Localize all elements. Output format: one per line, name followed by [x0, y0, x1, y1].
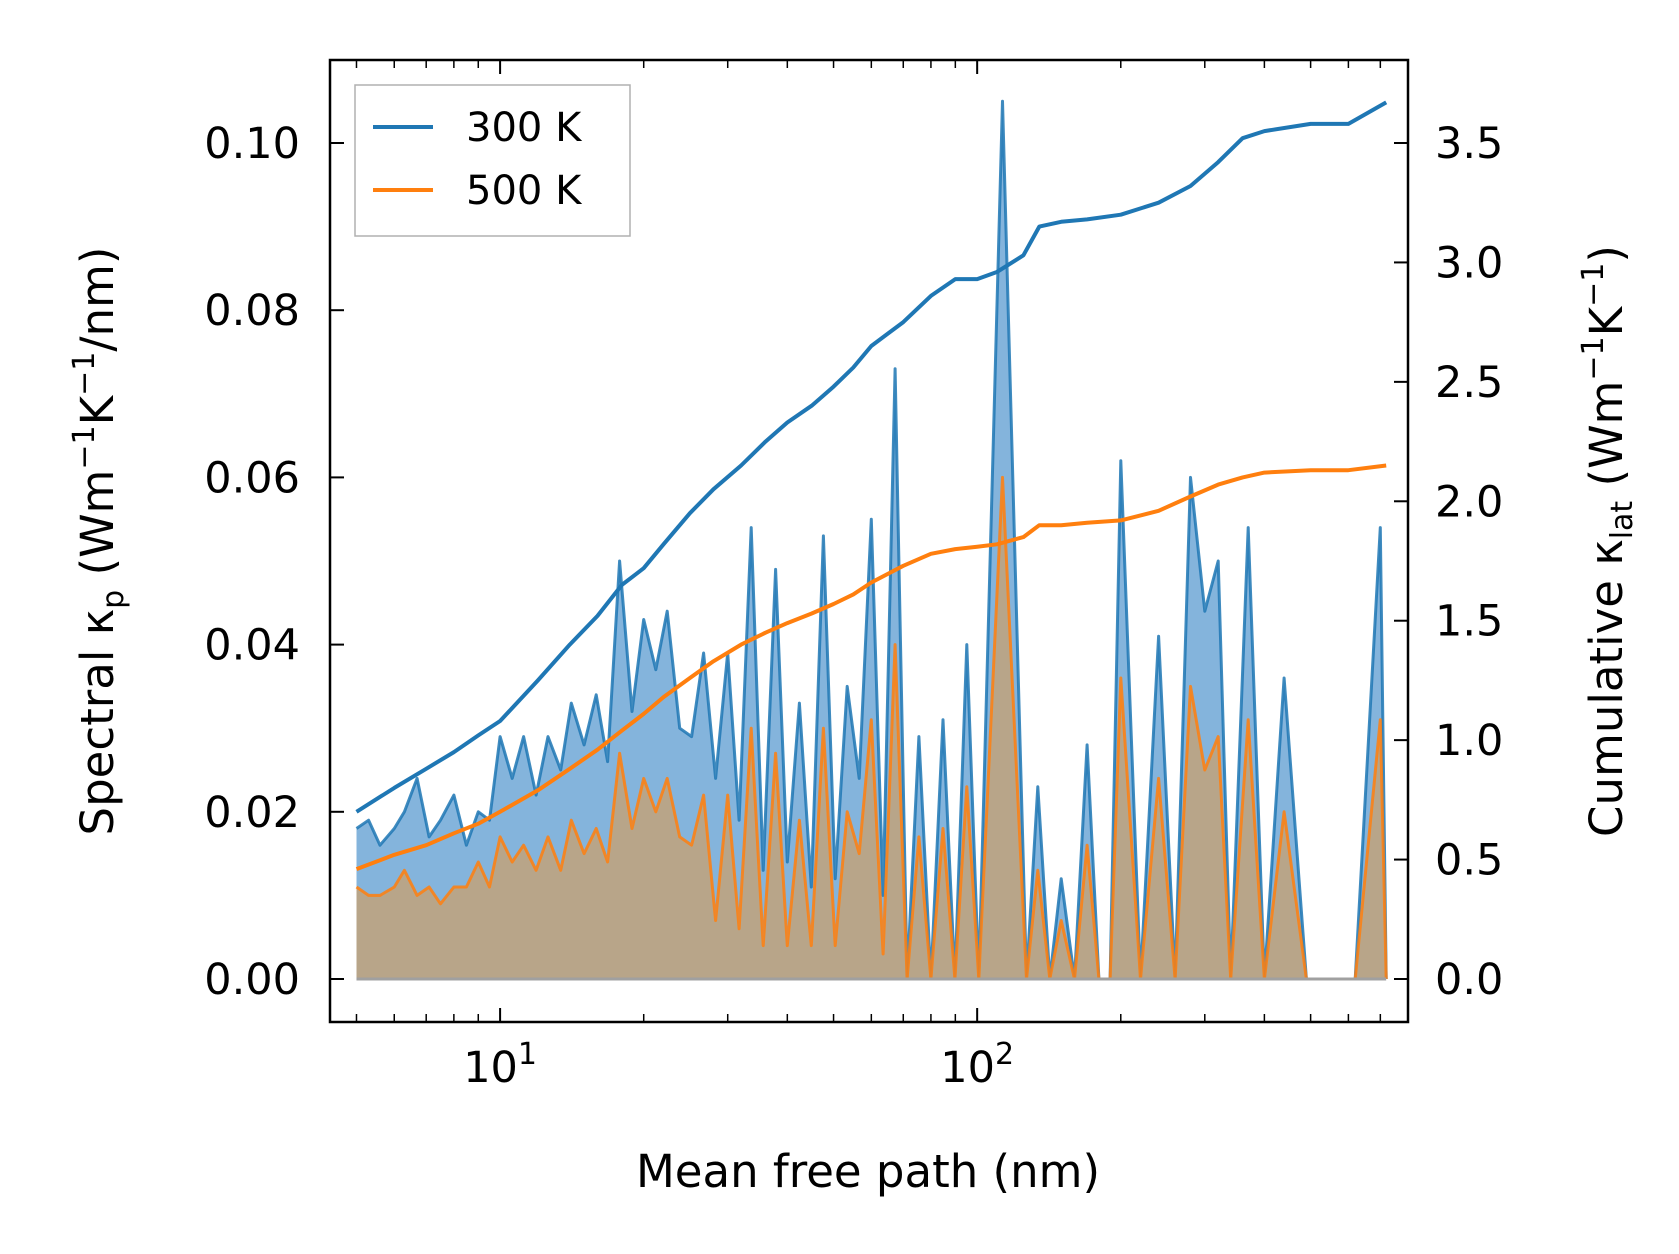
y-right-label-mid: K: [1580, 305, 1633, 336]
y-left-label-unit-close: /nm): [71, 247, 124, 352]
legend-label-500k: 500 K: [466, 168, 583, 214]
cumulative-line-500k: [355, 463, 1387, 871]
axis-ticks: 101 1020.000.020.040.060.080.100.00.51.01…: [204, 60, 1503, 1093]
y-right-tick-label: 0.0: [1435, 955, 1503, 1005]
spectral-areas: [355, 99, 1388, 981]
legend: 300 K 500 K: [354, 84, 631, 237]
y-right-label-sup1: −1: [1576, 336, 1611, 380]
y-right-tick-label: 2.5: [1435, 358, 1503, 408]
spectral-line-500k: [355, 475, 1388, 981]
legend-label-300k: 300 K: [466, 105, 583, 151]
cumulative-lines: [355, 100, 1388, 871]
x-axis-label: Mean free path (nm): [636, 1145, 1100, 1198]
legend-box: [354, 84, 631, 237]
spectral-line-300k: [355, 99, 1388, 981]
y-right-tick-label: 1.0: [1435, 716, 1503, 766]
y-axis-label-right: Cumulative κlat (Wm−1K−1): [1576, 245, 1640, 837]
y-left-tick-label: 0.08: [204, 286, 300, 336]
y-right-tick-label: 3.5: [1435, 119, 1503, 169]
x-tick-exponent: 1: [518, 1037, 537, 1072]
y-left-tick-label: 0.10: [204, 119, 300, 169]
y-left-label-unit-open: (Wm: [71, 470, 124, 590]
y-right-tick-label: 3.0: [1435, 238, 1503, 288]
y-right-tick-label: 0.5: [1435, 836, 1503, 886]
x-tick-exponent: 2: [995, 1037, 1014, 1072]
y-right-tick-label: 1.5: [1435, 597, 1503, 647]
y-left-tick-label: 0.00: [204, 955, 300, 1005]
y-left-tick-label: 0.02: [204, 788, 300, 838]
y-left-label-sup2: −1: [67, 352, 102, 396]
y-right-label-sub: lat: [1605, 501, 1640, 540]
y-right-label-unit-close: ): [1580, 245, 1633, 263]
cumulative-line-300k: [355, 100, 1388, 814]
y-right-label-main: Cumulative κ: [1580, 539, 1633, 837]
y-left-label-main: Spectral κ: [71, 609, 124, 836]
y-right-label-sup2: −1: [1576, 263, 1611, 307]
y-left-label-mid: K: [71, 394, 124, 425]
y-left-tick-label: 0.06: [204, 453, 300, 503]
y-left-label-sup1: −1: [67, 425, 102, 469]
x-tick-label: 101: [463, 1037, 537, 1093]
y-left-label-sub: p: [96, 590, 131, 609]
plot-frame: [328, 58, 1410, 1024]
y-right-label-unit-open: (Wm: [1580, 381, 1633, 501]
y-left-tick-label: 0.04: [204, 621, 300, 671]
x-tick-base: 10: [940, 1043, 995, 1093]
x-tick-label: 102: [940, 1037, 1014, 1093]
y-right-tick-label: 2.0: [1435, 477, 1503, 527]
x-tick-base: 10: [463, 1043, 518, 1093]
y-axis-label-left: Spectral κp (Wm−1K−1/nm): [67, 247, 131, 836]
